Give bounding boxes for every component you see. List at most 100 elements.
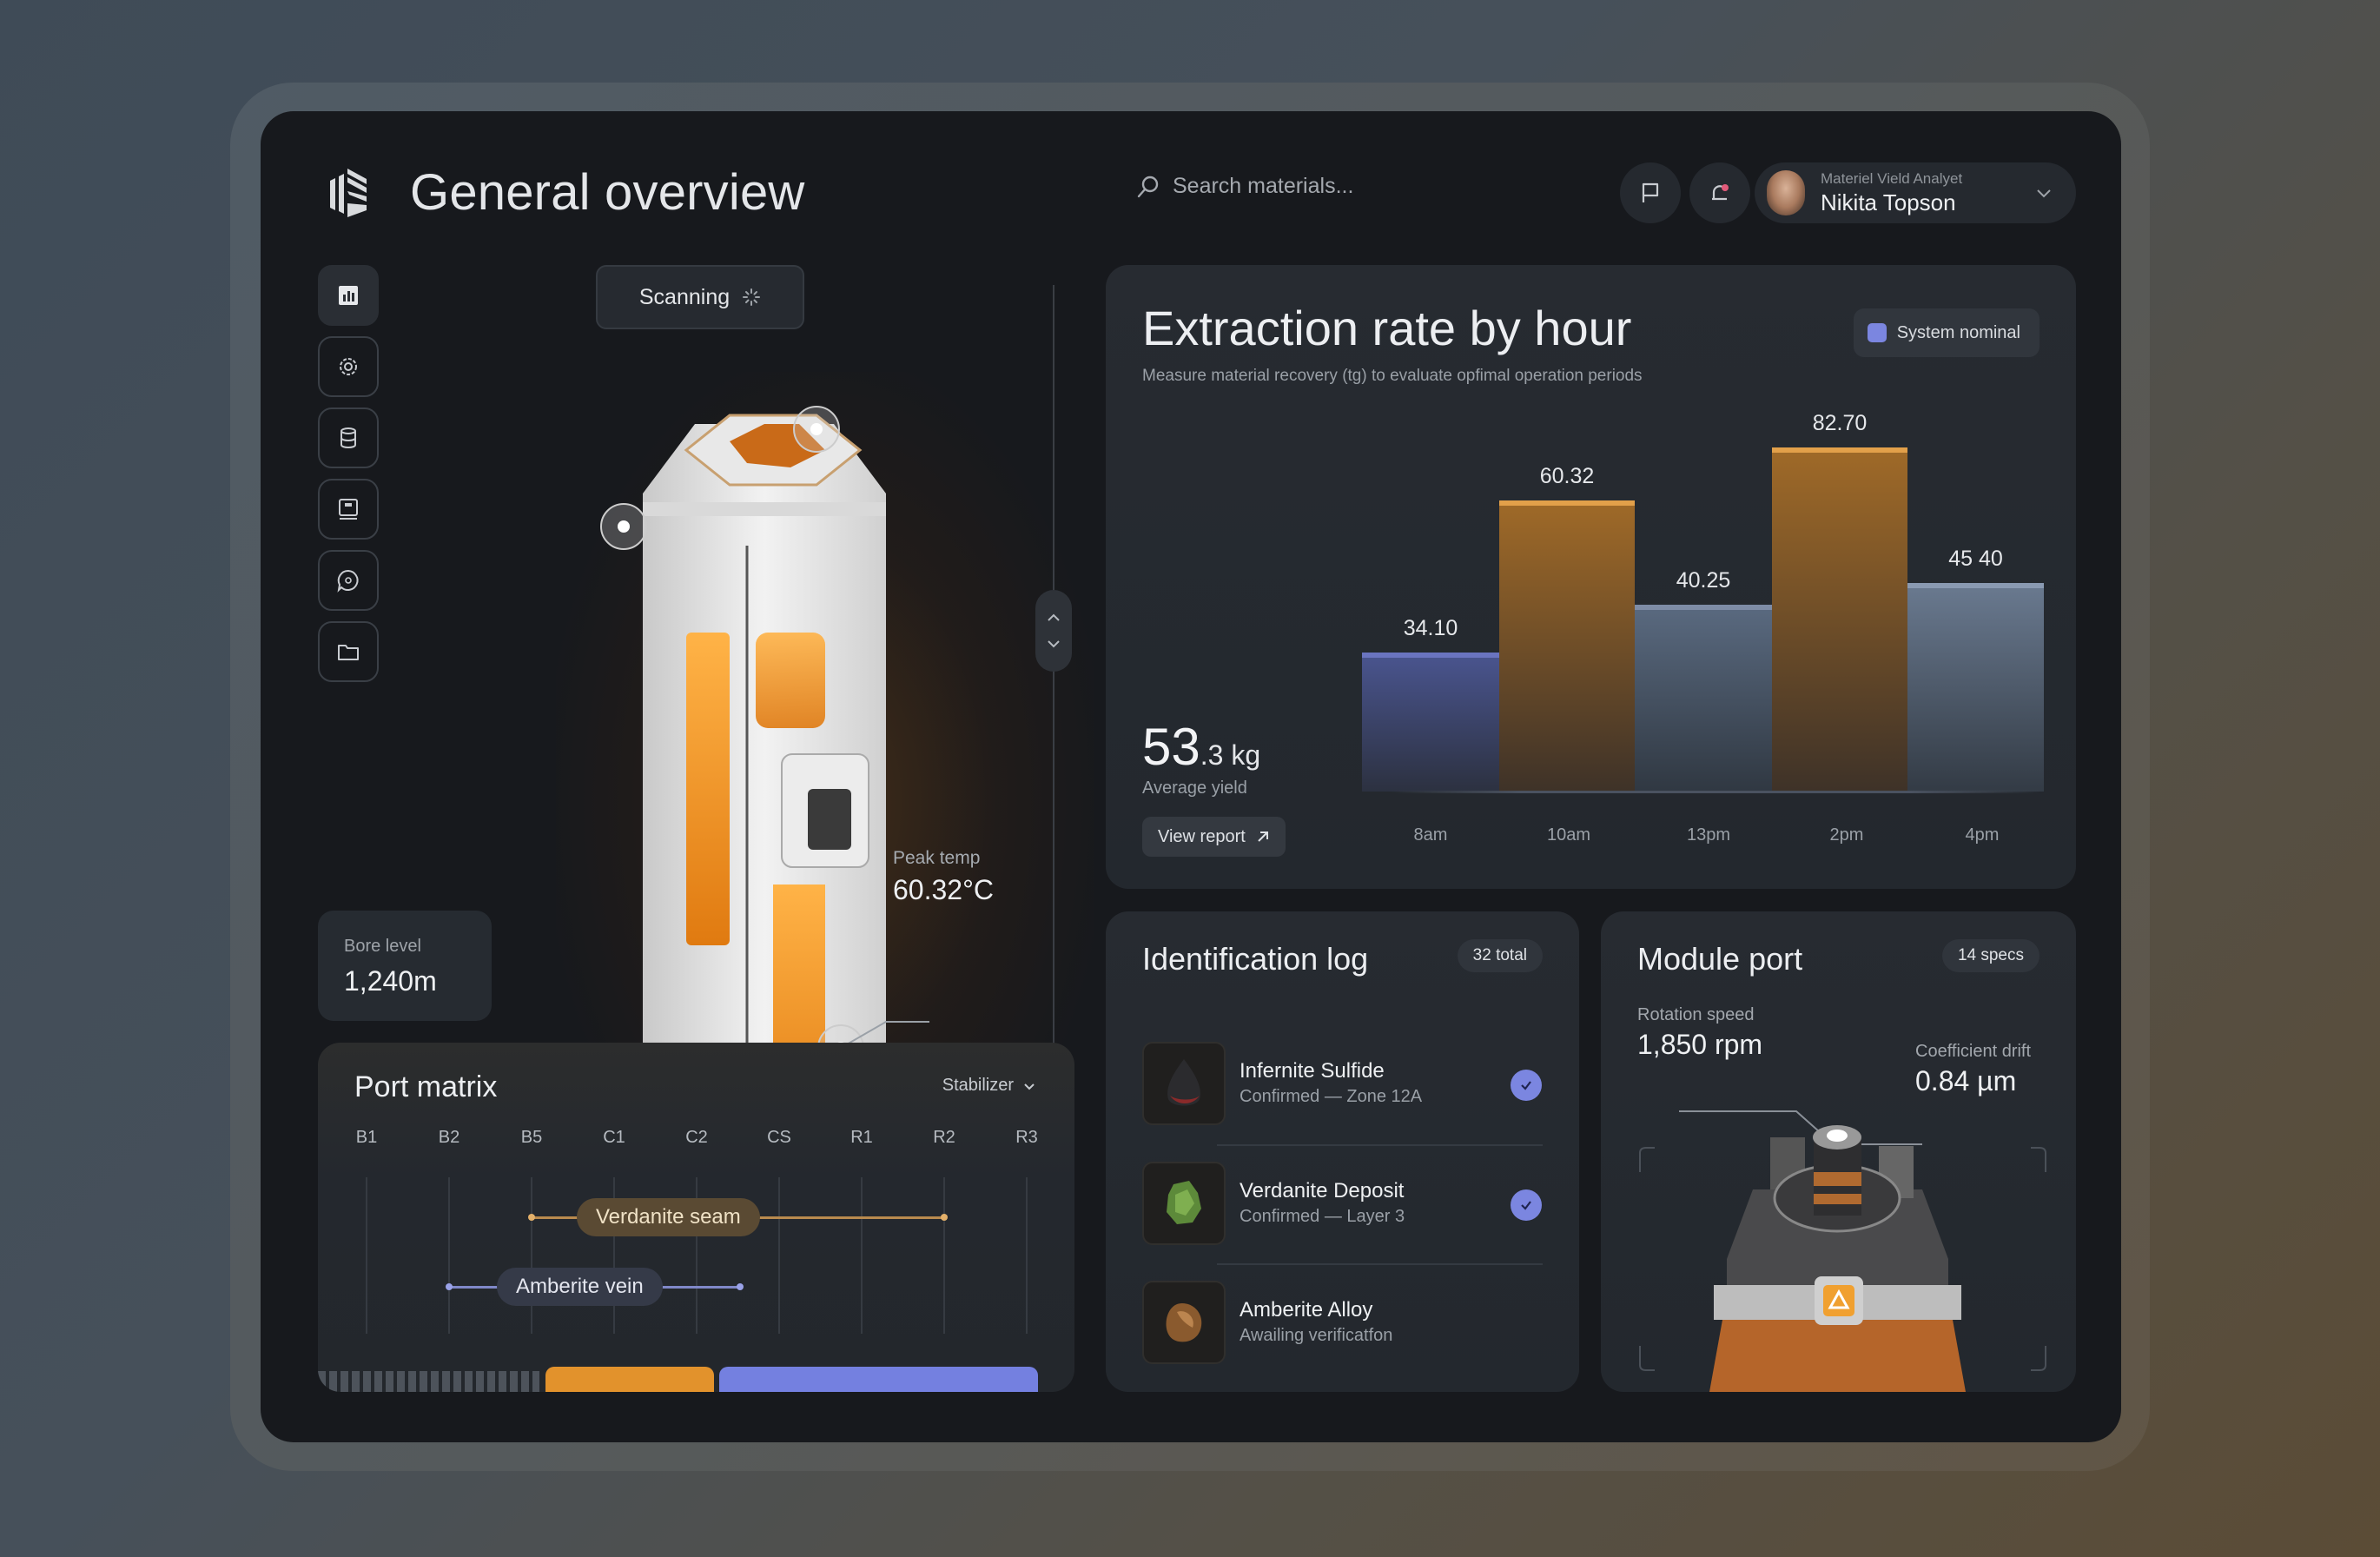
column-label: R2 [933, 1128, 955, 1147]
amberite-alloy-icon [1166, 1303, 1202, 1342]
flag-button[interactable] [1620, 162, 1681, 223]
bar-10am[interactable]: 60.32 [1499, 464, 1635, 792]
bar-4pm[interactable]: 45 40 [1907, 547, 2044, 792]
verified-check[interactable] [1511, 1189, 1542, 1221]
sidebar-item-files[interactable] [318, 621, 379, 682]
bar-13pm[interactable]: 40.25 [1635, 568, 1772, 792]
peak-temp-value: 60.32°C [893, 874, 994, 905]
bore-level-label: Bore level [344, 937, 421, 956]
logo-icon [330, 169, 367, 217]
search-icon [1137, 176, 1159, 197]
bar-value: 40.25 [1676, 568, 1731, 593]
average-yield-unit: .3 kg [1200, 739, 1261, 771]
sidebar-item-messages[interactable] [318, 550, 379, 611]
x-label: 10am [1546, 825, 1591, 845]
bar-2pm[interactable]: 82.70 [1772, 411, 1907, 792]
module-port-card: Module port 14 specs Rotation speed 1,85… [1601, 911, 2076, 1392]
bar-8am[interactable]: 34.10 [1362, 616, 1499, 792]
peak-temp-callout: Peak temp 60.32°C [893, 848, 994, 906]
module-port-model[interactable] [1601, 911, 2076, 1392]
average-yield-label: Average yield [1142, 778, 1247, 798]
checkmark-icon [1521, 1201, 1531, 1210]
extraction-chart-card: Extraction rate by hour Measure material… [1106, 265, 2076, 889]
stabilizer-dropdown[interactable]: Stabilizer [942, 1076, 1036, 1096]
bar-value: 82.70 [1812, 411, 1868, 435]
column-label: R3 [1015, 1128, 1038, 1147]
status-dot-icon [1867, 323, 1887, 342]
range-handle[interactable] [446, 1283, 453, 1290]
chart-baseline [1392, 791, 2040, 793]
identification-log-card: Identification log 32 total Infernite Su… [1106, 911, 1579, 1392]
port-matrix-card: Port matrix Stabilizer B1 B2 B5 C1 C2 CS… [318, 1043, 1074, 1392]
id-status: Awailing verificatfon [1240, 1326, 1393, 1345]
bar-value: 60.32 [1539, 464, 1595, 488]
user-menu[interactable]: Materiel Vield Analyet Nikita Topson [1755, 162, 2076, 223]
bar-chart: 34.10 60.32 40.25 82.70 45 40 [1362, 395, 2044, 792]
range-handle[interactable] [737, 1283, 744, 1290]
chevron-up-icon[interactable] [1046, 613, 1061, 623]
sidebar-item-analytics[interactable] [318, 265, 379, 326]
zoom-slider-handle[interactable] [1035, 590, 1072, 672]
mineral-thumbnail [1142, 1281, 1226, 1364]
x-label: 8am [1413, 825, 1448, 845]
rotation-speed-stat: Rotation speed 1,850 rpm [1637, 1005, 1762, 1061]
list-item[interactable]: Amberite Alloy Awailing verificatfon [1142, 1281, 1542, 1364]
id-log-count: 32 total [1457, 939, 1543, 972]
page-title: General overview [410, 164, 805, 221]
segment-blue[interactable] [719, 1367, 1038, 1392]
id-status: Confirmed — Zone 12A [1240, 1087, 1423, 1106]
segment-orange[interactable] [545, 1367, 714, 1392]
x-label: 13pm [1686, 825, 1731, 845]
column-gridline [943, 1177, 945, 1334]
view-report-button[interactable]: View report [1142, 817, 1286, 857]
notifications-button[interactable] [1689, 162, 1750, 223]
x-label: 4pm [1965, 825, 2000, 845]
scanning-button[interactable]: Scanning [596, 265, 804, 329]
x-label: 2pm [1829, 825, 1864, 845]
column-gridline [366, 1177, 367, 1334]
column-gridline [531, 1177, 532, 1334]
app-window: General overview Search materials... Mat… [261, 111, 2121, 1442]
sidebar-item-settings[interactable] [318, 336, 379, 397]
stabilizer-label: Stabilizer [942, 1076, 1014, 1095]
list-item[interactable]: Verdanite Deposit Confirmed — Layer 3 [1142, 1162, 1542, 1245]
divider [1217, 1263, 1543, 1265]
chevron-down-icon [1024, 1083, 1035, 1090]
chat-icon [337, 569, 359, 593]
id-status: Confirmed — Layer 3 [1240, 1207, 1405, 1226]
status-badge: System nominal [1853, 308, 2040, 357]
bore-level-value: 1,240m [344, 965, 437, 997]
search-input[interactable]: Search materials... [1136, 174, 1353, 199]
id-name: Amberite Alloy [1240, 1298, 1373, 1322]
column-label: R1 [850, 1128, 873, 1147]
verified-check[interactable] [1511, 1070, 1542, 1101]
chevron-down-icon[interactable] [1046, 639, 1061, 649]
bar-chart-icon [339, 286, 358, 305]
infernite-sulfide-icon [1167, 1059, 1200, 1106]
column-label: B1 [355, 1128, 378, 1147]
column-gridline [613, 1177, 615, 1334]
amberite-vein-pill[interactable]: Amberite vein [497, 1268, 663, 1306]
sidebar-item-library[interactable] [318, 479, 379, 540]
column-gridline [778, 1177, 780, 1334]
module-port-title: Module port [1637, 941, 1803, 977]
gear-icon [340, 358, 357, 375]
bore-level-card: Bore level 1,240m [318, 911, 492, 1021]
peak-temp-label: Peak temp [893, 848, 981, 868]
drill-tower-model[interactable] [556, 372, 1094, 1154]
column-label: B2 [438, 1128, 460, 1147]
range-handle[interactable] [941, 1214, 948, 1221]
spinner-icon [743, 288, 761, 306]
search-placeholder: Search materials... [1173, 174, 1354, 198]
folder-icon [338, 645, 359, 660]
sidebar-item-database[interactable] [318, 407, 379, 468]
database-icon [340, 427, 356, 448]
list-item[interactable]: Infernite Sulfide Confirmed — Zone 12A [1142, 1042, 1542, 1125]
chart-title: Extraction rate by hour [1142, 301, 1632, 355]
verdanite-seam-pill[interactable]: Verdanite seam [577, 1198, 760, 1236]
timeline-ticks [318, 1371, 539, 1392]
checkmark-icon [1521, 1081, 1531, 1090]
column-gridline [448, 1177, 450, 1334]
zoom-slider-track[interactable] [1053, 285, 1054, 1154]
range-handle[interactable] [528, 1214, 535, 1221]
